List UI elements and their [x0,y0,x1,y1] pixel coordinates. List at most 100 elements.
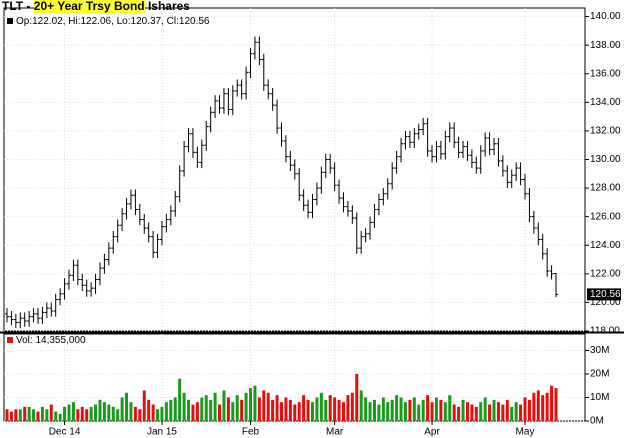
volume-bar [386,402,390,421]
volume-bar [94,404,98,421]
volume-bar [54,411,58,421]
volume-bar [235,395,239,421]
volume-bar [532,392,536,421]
volume-bar [222,390,226,421]
volume-bar [142,390,146,421]
volume-bar [465,402,469,421]
x-tick-label: Dec 14 [49,427,81,438]
volume-bar [98,399,102,421]
volume-bar [510,406,514,421]
volume-bar [102,402,106,421]
volume-bar [541,395,545,421]
volume-bar [439,399,443,421]
y2-tick-label: 20M [590,369,609,380]
volume-bar [76,409,80,421]
volume-bar [275,395,279,421]
volume-bar [111,406,115,421]
volume-bar [116,409,120,421]
volume-bar [399,397,403,421]
volume-bar [519,404,523,421]
y-tick-label: 128.00 [590,183,621,194]
volume-bar [187,399,191,421]
x-tick-label: Feb [242,427,260,438]
volume-bar [355,373,359,421]
volume-bar [204,395,208,421]
volume-bar [200,397,204,421]
volume-bar [85,409,89,421]
volume-bar [244,392,248,421]
y-tick-label: 118.00 [590,326,620,337]
volume-bar [426,395,430,421]
volume-legend: Vol: 14,355,000 [16,335,86,346]
volume-bar [350,392,354,421]
chart-title: TLT - 20+ Year Trsy Bond Ishares [2,0,190,13]
volume-bar [550,385,554,421]
volume-bar [120,397,124,421]
volume-bar [461,399,465,421]
volume-bar [470,404,474,421]
volume-bar [156,409,160,421]
y-tick-label: 136.00 [590,68,621,79]
volume-bar [18,409,22,421]
x-tick-label: Mar [326,427,344,438]
volume-bar [293,404,297,421]
volume-bar [306,399,310,421]
volume-bar [341,402,345,421]
y-tick-label: 122.00 [590,268,621,279]
volume-bar [288,399,292,421]
volume-bar [58,413,62,421]
y2-tick-label: 10M [590,392,609,403]
volume-bar [271,399,275,421]
volume-bar [213,392,217,421]
last-price-label: 120.56 [590,289,621,300]
volume-bar [333,397,337,421]
volume-bar [319,392,323,421]
volume-bar [71,402,75,421]
volume-bar [27,406,31,421]
y-tick-label: 134.00 [590,97,621,108]
volume-bar [412,397,416,421]
volume-bar [151,404,155,421]
volume-bar [554,388,558,421]
volume-bar [408,399,412,421]
title-highlight: 20+ Year Trsy Bond [33,0,145,13]
volume-bar [160,406,164,421]
price-panel [3,7,586,332]
title-prefix: TLT - [2,0,34,13]
x-tick-label: Apr [424,427,440,438]
volume-bar [280,402,283,421]
volume-bar [226,397,230,421]
volume-bar [448,395,452,421]
volume-bar [523,397,527,421]
volume-bar [138,409,142,421]
volume-bar [173,397,177,421]
volume-bar [23,406,27,421]
volume-bar [182,392,186,421]
volume-bar [368,402,372,421]
volume-bar [164,402,168,421]
volume-bar [417,404,421,421]
volume-bar [390,399,394,421]
volume-bar [443,402,447,421]
volume-bar [297,402,301,421]
volume-bar [249,388,253,421]
volume-bar [359,390,363,421]
volume-bar [80,406,84,421]
volume-bar [452,404,456,421]
volume-bar [434,397,438,421]
y-tick-label: 120.00 [590,297,621,308]
volume-legend-swatch [7,337,13,343]
volume-bar [403,402,407,421]
volume-bar [9,411,13,421]
volume-bar [479,402,483,421]
x-tick-label: Jan 15 [147,427,177,438]
price-legend: Op:122.02, Hi:122.06, Lo:120.37, Cl:120.… [16,16,210,27]
volume-bar [310,402,314,421]
volume-bar [129,402,133,421]
volume-bar [474,406,478,421]
volume-bar [536,390,540,421]
volume-bar [377,404,381,421]
volume-bar [133,406,137,421]
